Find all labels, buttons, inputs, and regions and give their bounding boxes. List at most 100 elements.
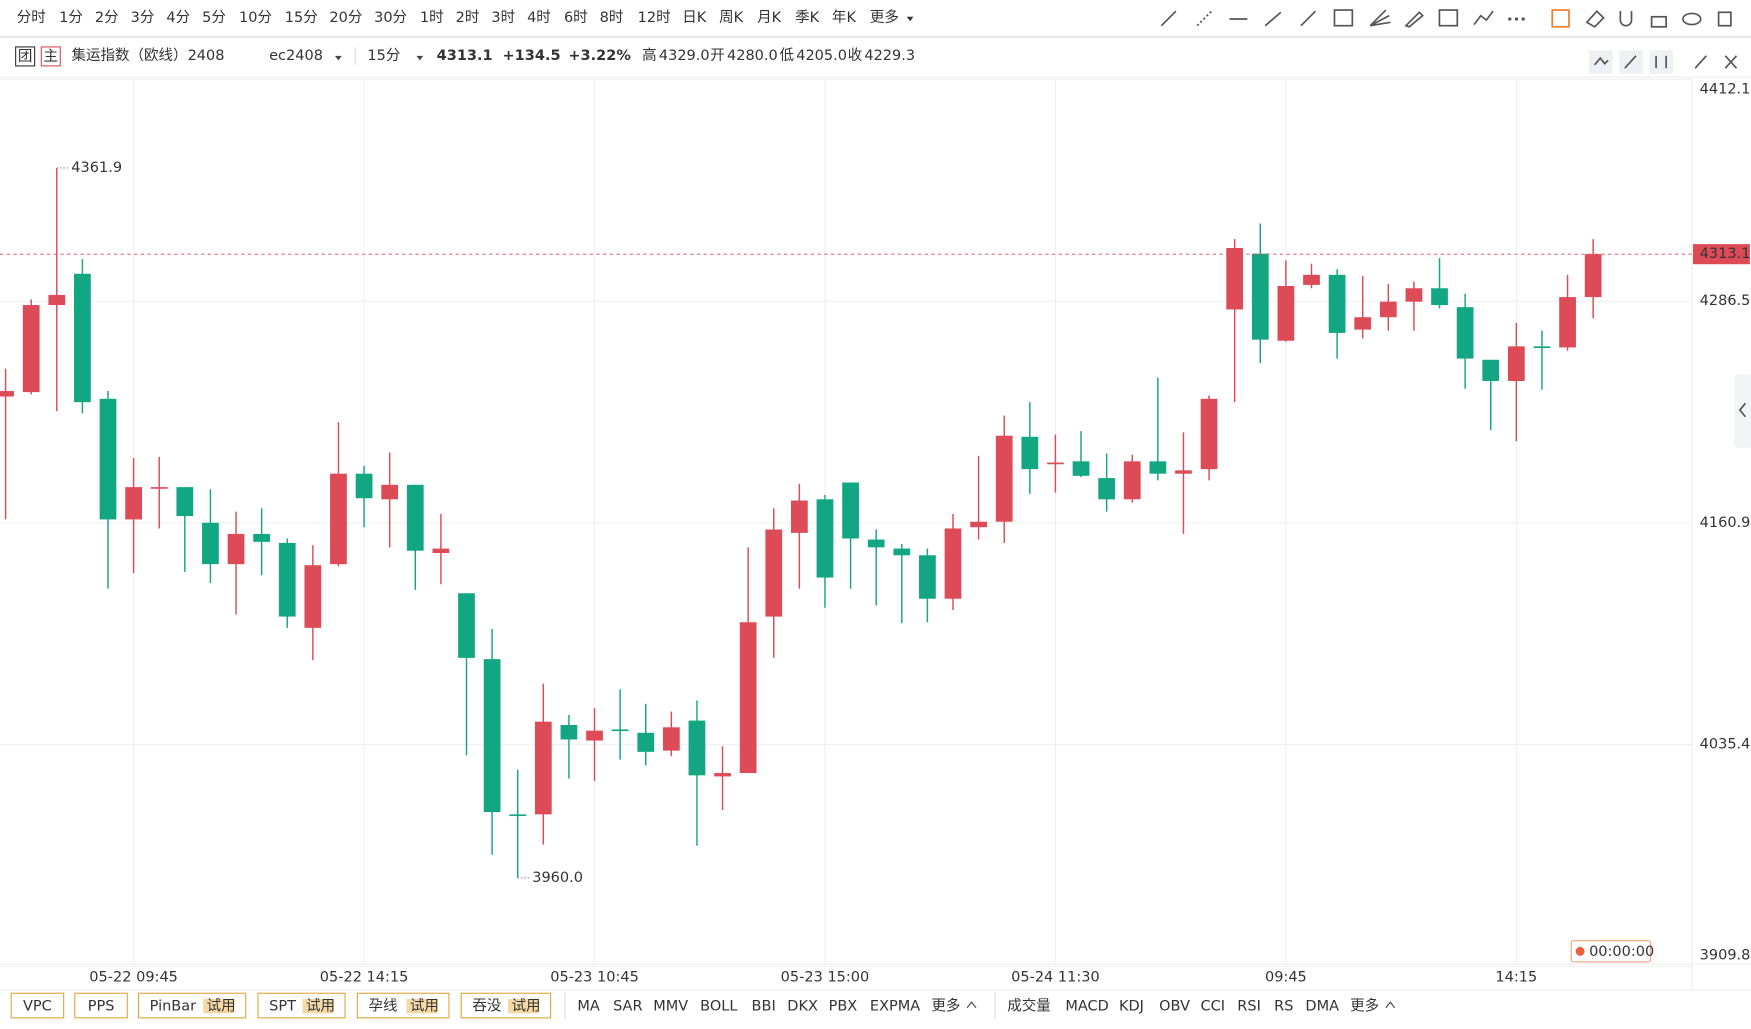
trial-label: 试用: [207, 998, 236, 1015]
period-button[interactable]: 4分: [166, 9, 190, 26]
candle-body: [381, 484, 399, 500]
indicator-button[interactable]: SAR: [613, 999, 642, 1015]
trial-badge: [302, 998, 334, 1014]
candle-body: [1021, 436, 1039, 470]
indicator-button[interactable]: RSI: [1237, 999, 1261, 1015]
period-button[interactable]: 12时: [638, 9, 671, 26]
dropdown-arrow: [416, 55, 424, 61]
drawing-tools[interactable]: [1160, 9, 1732, 28]
period-button[interactable]: 周K: [719, 9, 744, 26]
indicator-button[interactable]: 成交量: [1007, 997, 1051, 1015]
period-button[interactable]: 日K: [682, 10, 707, 26]
chart-buttons[interactable]: [1589, 50, 1738, 74]
candle-body: [432, 548, 450, 553]
period-button[interactable]: 分时: [17, 9, 46, 26]
indicator-button[interactable]: BOLL: [700, 999, 738, 1015]
period-button[interactable]: 30分: [374, 9, 407, 26]
indicator-button[interactable]: 更多: [1350, 998, 1379, 1015]
candle-body: [1226, 247, 1244, 310]
instrument-code[interactable]: ec2408: [269, 48, 323, 64]
candle-body: [1354, 317, 1372, 330]
x-tick-label: 05-22 09:45: [89, 970, 178, 986]
trial-badge: [203, 998, 235, 1014]
period-button[interactable]: 季K: [795, 9, 820, 26]
ohlc-low-label: 低: [779, 47, 794, 64]
period-button[interactable]: 3时: [491, 9, 515, 26]
period-button[interactable]: 4时: [527, 9, 551, 26]
annotation: 4361.9: [71, 160, 122, 176]
indicator-button[interactable]: MACD: [1065, 999, 1109, 1015]
period-button[interactable]: 10分: [239, 9, 272, 26]
period-button[interactable]: 2分: [95, 9, 119, 26]
period-select[interactable]: 15分: [367, 47, 400, 64]
period-button[interactable]: 更多: [870, 9, 899, 26]
indicator-button[interactable]: EXPMA: [870, 999, 920, 1015]
candle-body: [202, 522, 219, 565]
candle-body: [1200, 398, 1218, 470]
candle-body: [176, 487, 194, 517]
trial-badge: [508, 998, 540, 1014]
period-button[interactable]: 3分: [131, 9, 155, 26]
candle-body: [1456, 307, 1474, 359]
indicator-button[interactable]: KDJ: [1119, 999, 1144, 1015]
pattern-button[interactable]: [74, 992, 128, 1019]
candle-body: [944, 528, 962, 599]
indicator-button[interactable]: MA: [577, 999, 600, 1015]
y-tick-label: 4412.1: [1700, 81, 1751, 97]
change: +134.5: [503, 48, 561, 64]
x-tick-label: 09:45: [1265, 970, 1307, 986]
candle-body: [1379, 301, 1397, 318]
candle-body: [688, 720, 706, 776]
change-pct: +3.22%: [568, 48, 631, 64]
timer-box: [1570, 940, 1652, 963]
period-button[interactable]: 2时: [456, 9, 480, 26]
candle-body: [970, 521, 987, 528]
caret: [1385, 1001, 1396, 1009]
badge-text: 团: [18, 49, 33, 65]
pattern-label: 孕线: [369, 998, 398, 1015]
candle-body: [227, 533, 245, 565]
candle-body: [48, 294, 66, 306]
x-tick-label: 05-23 15:00: [781, 970, 870, 986]
pattern-label: SPT: [269, 999, 296, 1015]
period-button[interactable]: 20分: [329, 9, 362, 26]
period-button[interactable]: 8时: [600, 9, 624, 26]
candle-body: [1072, 461, 1090, 476]
period-button[interactable]: 6时: [564, 9, 588, 26]
trial-badge: [406, 998, 438, 1014]
candle-body: [1405, 288, 1423, 302]
indicator-button[interactable]: DKX: [787, 999, 818, 1015]
trial-label: 试用: [306, 998, 335, 1015]
indicator-button[interactable]: OBV: [1159, 999, 1190, 1015]
ohlc-low: 4205.0: [796, 48, 847, 64]
candle-body: [586, 730, 603, 741]
period-button[interactable]: 5分: [202, 9, 226, 26]
indicator-button[interactable]: BBI: [752, 999, 776, 1015]
candle-body: [714, 773, 731, 777]
candle-body: [1482, 359, 1500, 381]
indicator-button[interactable]: 更多: [931, 998, 960, 1015]
period-button[interactable]: 月K: [757, 10, 782, 26]
last-price-tag: [1692, 244, 1750, 265]
period-button[interactable]: 15分: [285, 9, 318, 26]
trial-label: 试用: [511, 998, 540, 1015]
x-tick-label: 05-22 14:15: [320, 970, 409, 986]
candle-body: [509, 814, 527, 817]
pattern-button[interactable]: [10, 992, 65, 1019]
indicator-button[interactable]: PBX: [829, 999, 858, 1015]
indicator-button[interactable]: MMV: [653, 999, 688, 1015]
indicator-button[interactable]: RS: [1274, 999, 1293, 1015]
period-button[interactable]: 1分: [59, 9, 83, 26]
candle-body: [816, 499, 834, 578]
collapse-tab[interactable]: [1734, 374, 1751, 449]
indicator-button[interactable]: DMA: [1305, 999, 1339, 1015]
period-button[interactable]: 年K: [832, 9, 857, 26]
pattern-button[interactable]: [356, 992, 450, 1019]
candle-body: [304, 565, 322, 628]
period-button[interactable]: 1时: [420, 9, 444, 26]
candle-body: [611, 729, 629, 732]
y-tick-label: 3909.8: [1700, 947, 1751, 963]
candle-body: [458, 593, 475, 658]
dropdown-arrow: [335, 55, 342, 61]
indicator-button[interactable]: CCI: [1200, 999, 1225, 1015]
